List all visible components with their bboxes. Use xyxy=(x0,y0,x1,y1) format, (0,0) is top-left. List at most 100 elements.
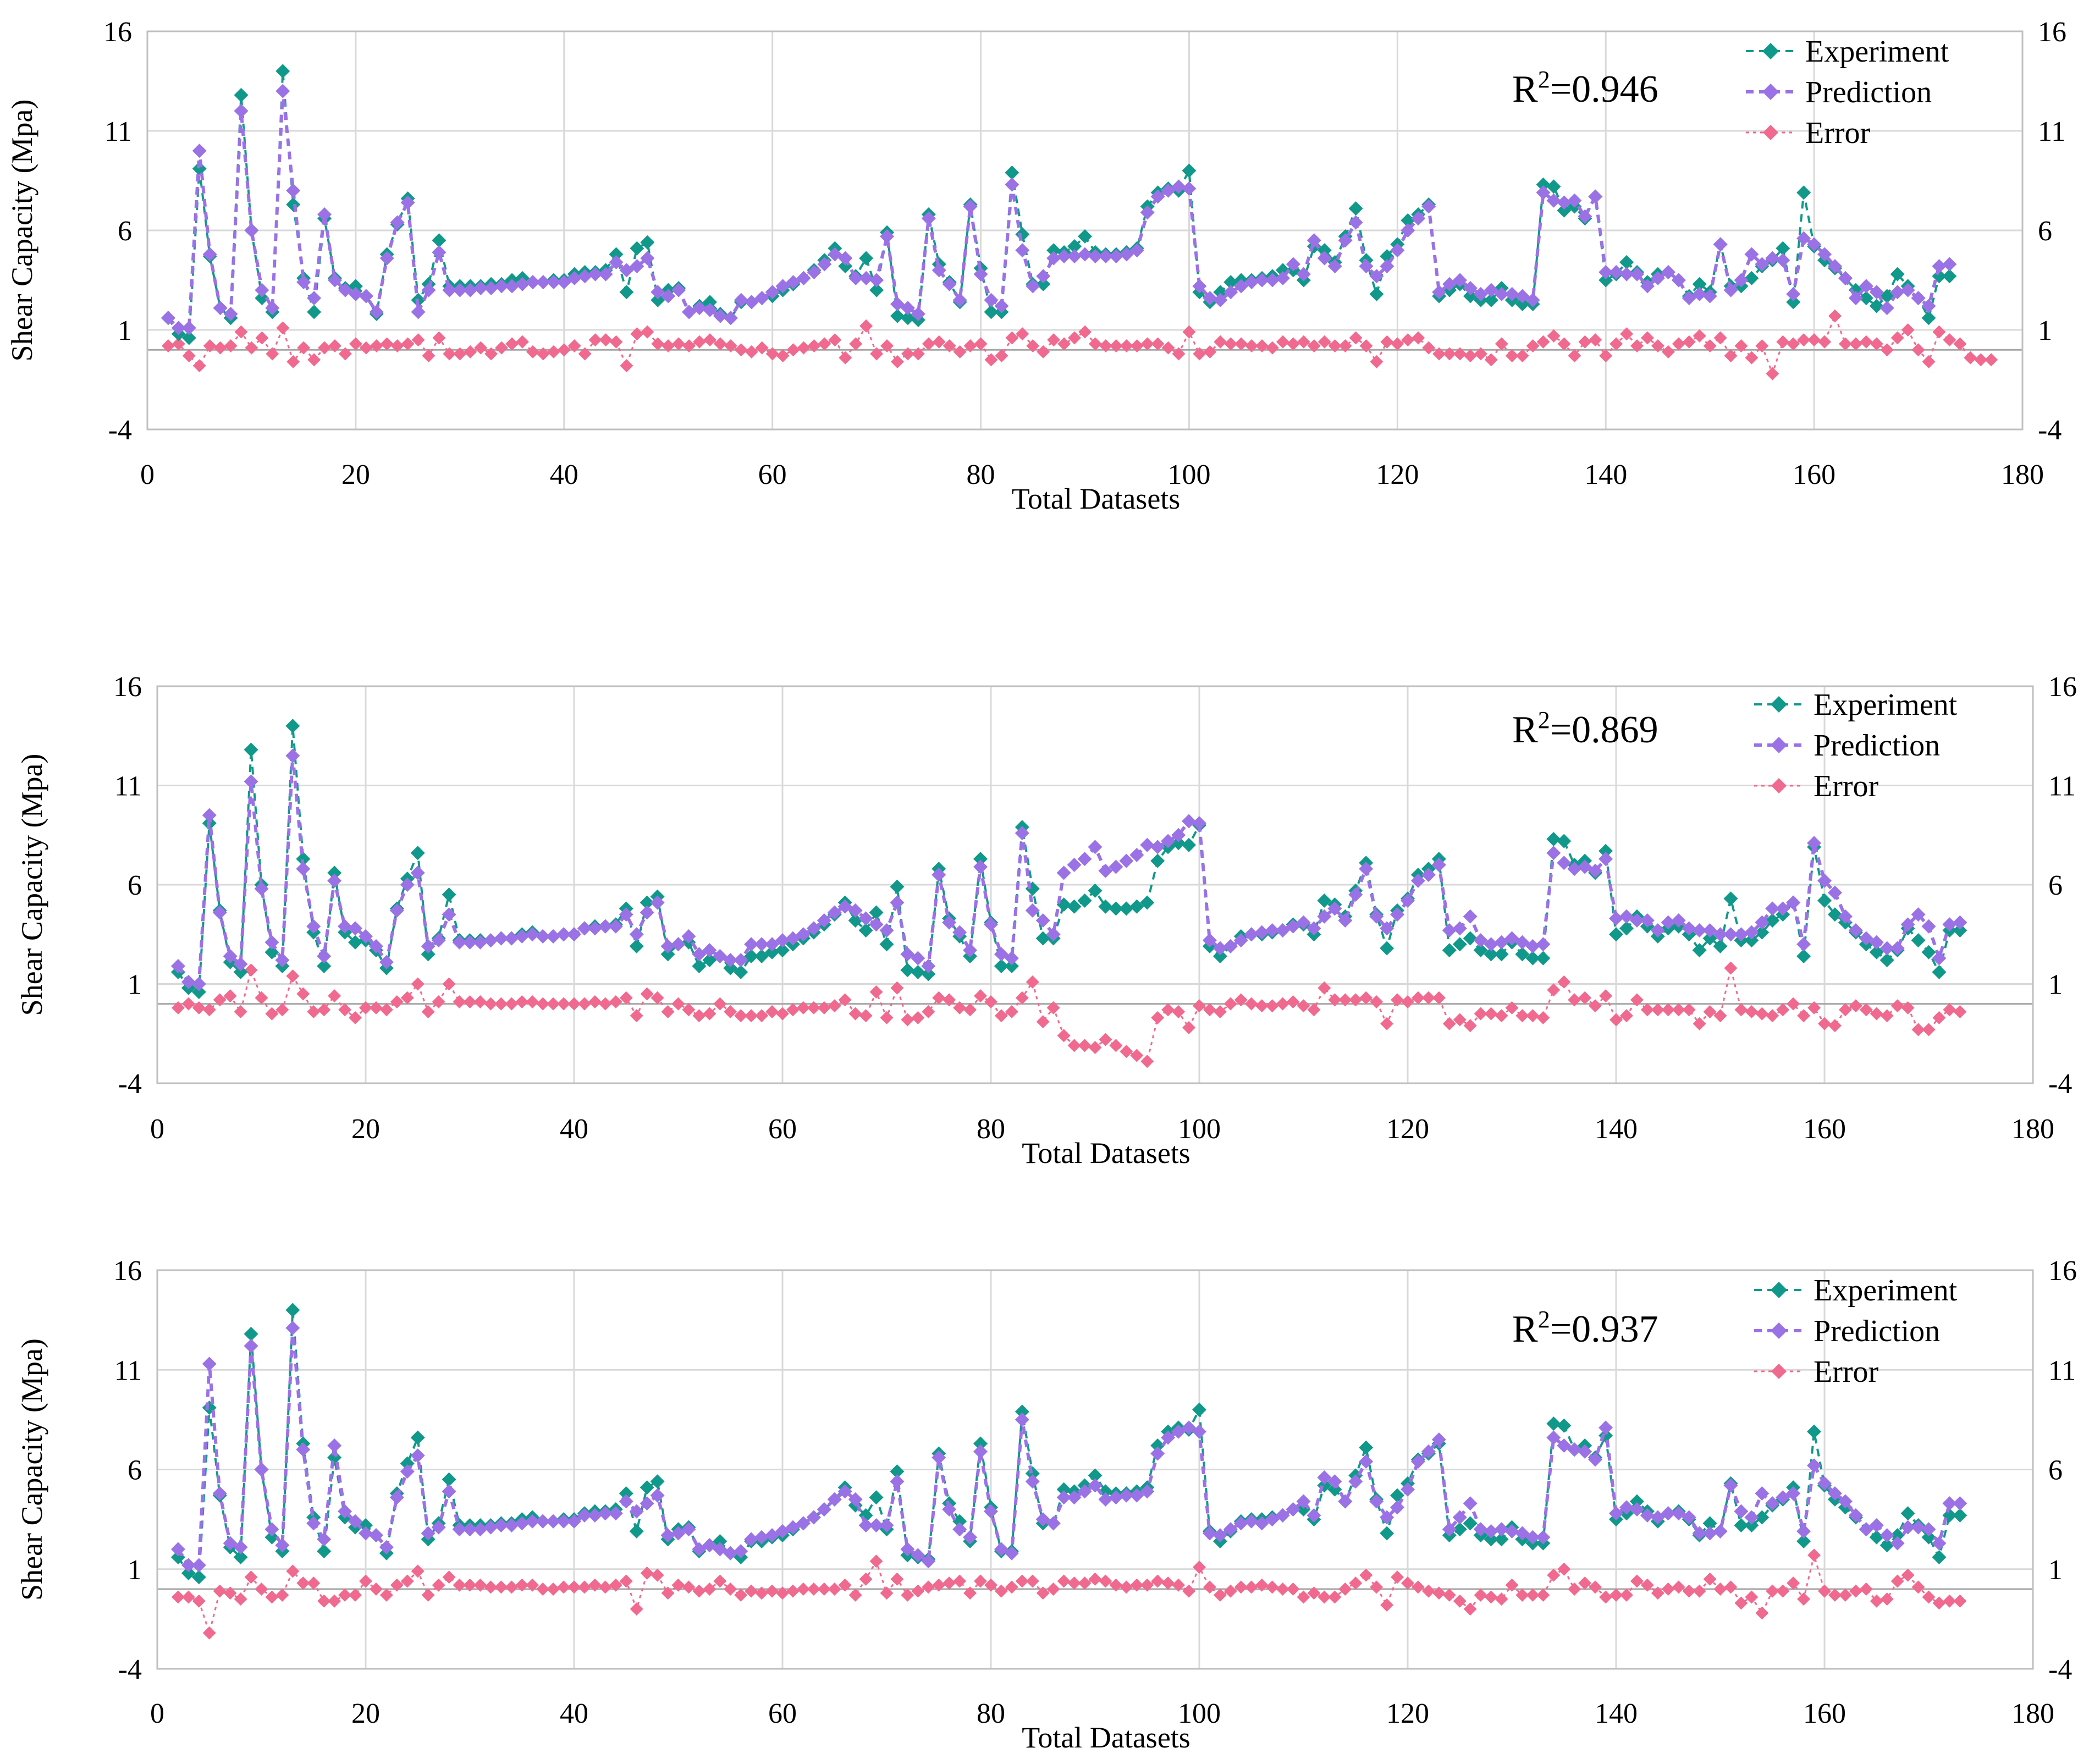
prediction-point xyxy=(1525,1530,1540,1545)
error-point xyxy=(588,1578,602,1592)
prediction-point xyxy=(1192,816,1206,831)
prediction-point xyxy=(1473,1522,1488,1537)
r-squared-value: =0.937 xyxy=(1550,1308,1658,1350)
error-point xyxy=(1651,339,1664,352)
prediction-point xyxy=(1546,846,1561,861)
x-tick-label: 100 xyxy=(1167,459,1210,490)
prediction-point xyxy=(170,959,185,974)
prediction-point xyxy=(1744,925,1759,940)
experiment-point xyxy=(1932,964,1947,979)
error-point xyxy=(1411,1580,1425,1594)
prediction-point xyxy=(1578,1444,1592,1459)
experiment-point xyxy=(692,959,707,974)
prediction-point xyxy=(1005,177,1019,192)
error-point xyxy=(963,339,977,352)
prediction-point xyxy=(1317,909,1332,924)
error-point xyxy=(1807,333,1821,347)
prediction-point xyxy=(1755,257,1770,272)
prediction-point xyxy=(1702,289,1717,304)
experiment-point xyxy=(640,1480,654,1495)
error-point xyxy=(1380,335,1394,349)
prediction-point xyxy=(1650,1510,1665,1525)
series-error xyxy=(171,1548,1967,1640)
prediction-point xyxy=(1015,826,1029,841)
prediction-point xyxy=(1380,259,1395,274)
prediction-point xyxy=(1452,1510,1467,1525)
error-point xyxy=(953,345,967,359)
error-point xyxy=(182,349,196,363)
error-point xyxy=(1943,333,1956,347)
error-point xyxy=(703,333,716,347)
prediction-point xyxy=(1213,293,1228,307)
error-point xyxy=(1745,1590,1759,1604)
prediction-point xyxy=(1619,1500,1634,1515)
y-axis-title: Shear Capacity (Mpa) xyxy=(15,1338,48,1601)
prediction-point xyxy=(411,305,426,319)
prediction-point xyxy=(234,103,249,118)
prediction-point xyxy=(859,271,874,285)
error-point xyxy=(1610,337,1623,351)
error-point xyxy=(526,995,539,1008)
y-tick-label: 1 xyxy=(128,969,142,1001)
prediction-point xyxy=(202,808,217,823)
prediction-point xyxy=(306,919,321,934)
error-point xyxy=(473,995,487,1008)
prediction-point xyxy=(442,283,457,297)
error-point xyxy=(1255,1578,1269,1592)
experiment-point xyxy=(1557,203,1572,218)
prediction-point xyxy=(1484,1524,1498,1539)
experiment-point xyxy=(181,330,196,345)
error-point xyxy=(484,997,498,1011)
series-prediction xyxy=(170,748,1967,991)
error-point xyxy=(817,1582,831,1596)
prediction-point xyxy=(223,307,238,322)
prediction-point xyxy=(1129,243,1144,258)
error-point xyxy=(1026,339,1040,352)
error-point xyxy=(286,969,300,983)
prediction-point xyxy=(1525,939,1540,953)
prediction-point xyxy=(1254,925,1269,940)
error-point xyxy=(891,355,904,368)
prediction-point xyxy=(462,935,477,950)
error-point xyxy=(1536,335,1550,349)
experiment-point xyxy=(1859,291,1873,306)
experiment-point xyxy=(234,87,249,102)
error-point xyxy=(890,981,904,995)
prediction-point xyxy=(827,905,842,920)
error-point xyxy=(192,1594,206,1608)
error-point xyxy=(901,1588,914,1602)
series-error xyxy=(161,309,1998,381)
prediction-point xyxy=(1650,271,1665,285)
error-point xyxy=(1776,1003,1790,1017)
prediction-point xyxy=(671,283,686,297)
error-point xyxy=(1703,1005,1717,1019)
error-point xyxy=(1286,337,1300,351)
experiment-point xyxy=(264,1530,279,1545)
error-point xyxy=(307,1576,321,1590)
error-point xyxy=(1734,1596,1748,1610)
r-squared-superscript: 2 xyxy=(1538,707,1550,734)
error-point xyxy=(390,995,404,1008)
error-point xyxy=(1505,349,1519,363)
error-point xyxy=(203,339,217,352)
legend-item-experiment: Experiment xyxy=(1746,35,1949,69)
prediction-point xyxy=(494,279,509,294)
experiment-point xyxy=(1078,229,1092,244)
prediction-point xyxy=(432,245,447,260)
prediction-point xyxy=(911,307,925,322)
error-point xyxy=(432,1578,445,1592)
prediction-point xyxy=(952,293,967,307)
error-point xyxy=(641,325,654,339)
error-point xyxy=(411,333,425,347)
legend-item-prediction: Prediction xyxy=(1746,75,1932,109)
experiment-point xyxy=(1442,943,1457,958)
error-point xyxy=(1412,331,1425,345)
error-point xyxy=(400,1574,414,1588)
error-point xyxy=(1974,353,1988,367)
prediction-point xyxy=(1338,233,1353,248)
prediction-point xyxy=(1140,837,1155,852)
error-point xyxy=(869,1554,883,1568)
prediction-point xyxy=(1390,243,1405,258)
error-point xyxy=(1182,1021,1196,1034)
